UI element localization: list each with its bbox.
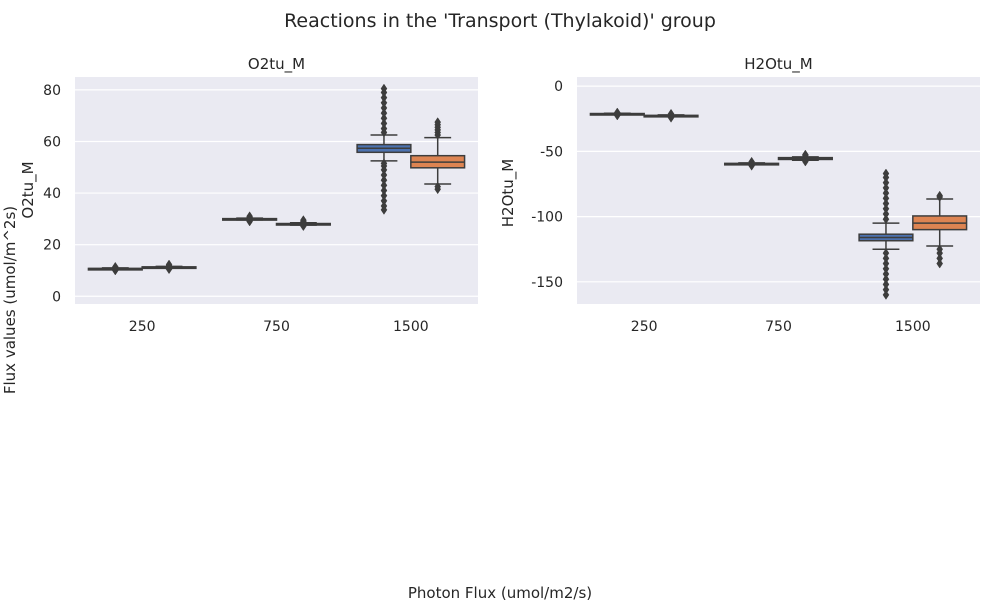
outlier-point xyxy=(882,193,890,204)
box-1500-orange xyxy=(410,117,466,195)
outlier-point xyxy=(380,180,388,191)
outlier-point xyxy=(882,263,890,274)
x-tick-label: 250 xyxy=(129,319,156,335)
box-1500-blue xyxy=(858,168,914,300)
outlier-point xyxy=(936,258,944,269)
outlier-point xyxy=(380,158,388,169)
box-250-blue xyxy=(589,107,645,121)
outlier-point xyxy=(434,117,442,128)
outlier-point xyxy=(380,170,388,180)
outlier-point xyxy=(936,244,944,255)
x-ticks: 250 750 1500 xyxy=(129,319,429,335)
y-tick-label: 80 xyxy=(43,83,61,99)
outlier-point xyxy=(936,190,944,201)
outlier-point xyxy=(882,203,890,214)
outlier-point xyxy=(882,214,890,225)
box-1500-blue xyxy=(356,83,412,215)
outlier-point xyxy=(882,274,890,285)
outlier-point xyxy=(111,261,119,272)
outlier-point xyxy=(882,168,890,179)
outlier-point xyxy=(882,284,890,295)
outlier-point xyxy=(882,177,890,188)
y-tick-label: 60 xyxy=(43,134,61,150)
x-tick-label: 250 xyxy=(631,319,658,335)
outlier-point xyxy=(380,103,388,113)
outlier-point xyxy=(882,188,890,199)
outlier-point xyxy=(380,190,388,201)
outlier-point xyxy=(802,156,809,167)
box-750-orange xyxy=(777,149,833,167)
outlier-point xyxy=(882,209,890,219)
box-750-blue xyxy=(724,156,780,171)
plot-area xyxy=(577,77,980,304)
y-tick-label: 0 xyxy=(52,289,61,305)
figure-y-label: Flux values (umol/m^2s) xyxy=(1,206,19,394)
outlier-point xyxy=(936,253,944,264)
outlier-point xyxy=(882,182,890,193)
outlier-point xyxy=(380,92,388,103)
outlier-point xyxy=(882,198,890,209)
outlier-point xyxy=(380,123,388,134)
outlier-point xyxy=(380,108,388,119)
y-ticks: 0 20 40 60 80 xyxy=(43,83,61,305)
y-tick-label: 20 xyxy=(43,238,61,254)
y-tick-label: -50 xyxy=(540,144,563,160)
box-250-blue xyxy=(87,261,143,276)
y-tick-label: -100 xyxy=(531,210,563,226)
outlier-point xyxy=(882,253,890,264)
outlier-point xyxy=(882,279,890,290)
outlier-point xyxy=(380,118,388,129)
panel-h2otu: 0 -50 -100 -150 250 750 1500 H2Otu_M H2Otu_M xyxy=(499,55,980,335)
panel-o2tu: 0 20 40 60 80 250 750 1500 O2tu_M O2tu_M xyxy=(19,55,478,335)
outlier-point xyxy=(882,248,890,259)
outlier-point xyxy=(380,185,388,196)
outlier-point xyxy=(300,215,307,226)
x-tick-label: 750 xyxy=(263,319,290,335)
figure-x-label: Photon Flux (umol/m2/s) xyxy=(408,584,592,600)
box-750-orange xyxy=(275,215,331,232)
outlier-point xyxy=(802,149,809,160)
y-tick-label: -150 xyxy=(531,275,563,291)
outlier-point xyxy=(246,211,253,222)
y-ticks: 0 -50 -100 -150 xyxy=(531,79,563,291)
x-tick-label: 1500 xyxy=(895,319,931,335)
outlier-point xyxy=(380,175,388,186)
y-tick-label: 40 xyxy=(43,186,61,202)
box-1500-orange xyxy=(912,190,968,269)
y-axis-label: H2Otu_M xyxy=(499,159,518,227)
outlier-point xyxy=(380,201,388,211)
outlier-point xyxy=(434,181,442,192)
x-tick-label: 1500 xyxy=(393,319,429,335)
box-250-orange xyxy=(141,259,197,275)
outlier-point xyxy=(380,195,388,206)
outlier-point xyxy=(613,107,621,118)
x-ticks: 250 750 1500 xyxy=(631,319,931,335)
y-axis-label: O2tu_M xyxy=(19,161,38,218)
grid-lines xyxy=(75,89,478,297)
box-250-orange xyxy=(643,108,699,123)
outlier-point xyxy=(882,289,890,300)
x-tick-label: 750 xyxy=(765,319,792,335)
box-750-blue xyxy=(222,211,278,227)
figure-title: Reactions in the 'Transport (Thylakoid)'… xyxy=(284,10,716,32)
y-tick-label: 0 xyxy=(554,79,563,95)
box-marks xyxy=(589,107,968,300)
panel-title: H2Otu_M xyxy=(744,55,812,74)
outlier-point xyxy=(748,156,755,167)
outlier-point xyxy=(380,83,388,94)
box-marks xyxy=(87,83,466,276)
outlier-point xyxy=(667,108,675,119)
outlier-point xyxy=(882,269,890,279)
outlier-point xyxy=(380,113,388,124)
outlier-point xyxy=(882,258,890,269)
outlier-point xyxy=(165,259,173,270)
panel-title: O2tu_M xyxy=(248,55,305,74)
outlier-point xyxy=(380,97,388,108)
